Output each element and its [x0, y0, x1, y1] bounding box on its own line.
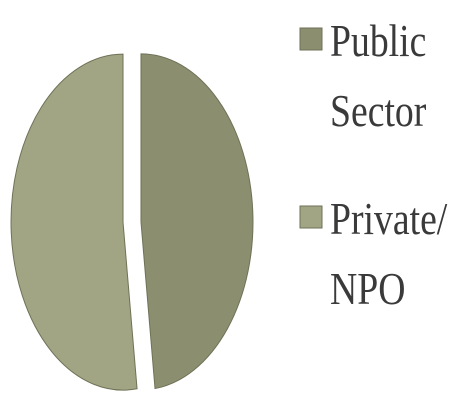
legend-label: Public Sector — [330, 17, 426, 137]
legend-label-line: Private/ — [330, 195, 448, 245]
legend-label: Private/NPO — [330, 195, 448, 315]
legend-swatch — [299, 27, 323, 51]
pie-slice — [140, 53, 254, 390]
legend-label-line: NPO — [330, 265, 405, 315]
legend-label-line: Public — [330, 17, 426, 67]
legend-swatch — [299, 205, 323, 229]
pie-slice — [10, 53, 138, 391]
legend-label-line: Sector — [330, 87, 426, 137]
